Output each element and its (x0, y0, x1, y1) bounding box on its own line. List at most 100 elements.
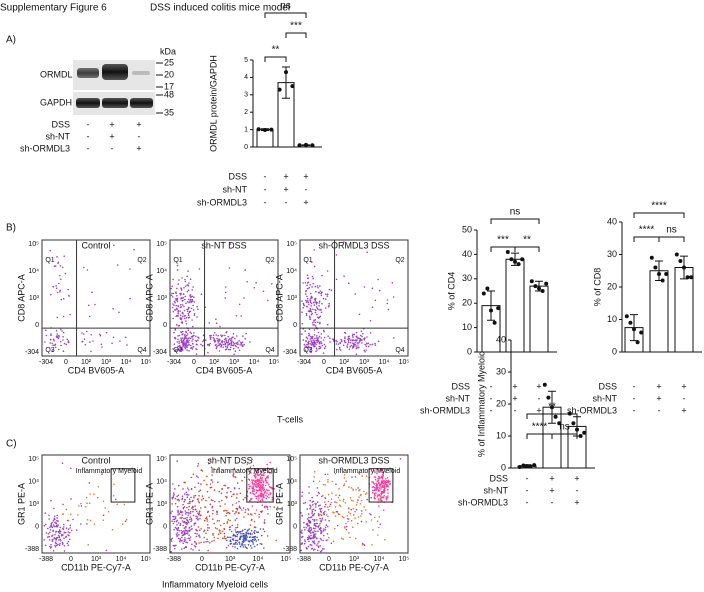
event-dot (51, 526, 54, 529)
event-dot (315, 522, 318, 525)
event-dot (254, 538, 256, 540)
significance-label: ns (559, 422, 570, 433)
event-dot (253, 539, 255, 541)
event-dot (347, 520, 349, 523)
event-dot (172, 483, 174, 485)
flow-y-tick: 0 (35, 322, 39, 329)
event-dot (357, 516, 360, 518)
event-dot (356, 339, 358, 341)
condition-mark: - (305, 184, 308, 194)
event-dot (248, 485, 251, 488)
event-dot (263, 469, 266, 471)
event-dot (185, 340, 188, 343)
event-dot (193, 301, 195, 303)
event-dot (254, 529, 256, 532)
event-dot (373, 496, 376, 498)
event-dot (333, 512, 335, 514)
event-dot (335, 278, 338, 281)
event-dot (363, 490, 365, 493)
event-dot (197, 465, 199, 467)
event-dot (185, 527, 187, 529)
event-dot (58, 336, 60, 338)
event-dot (256, 483, 258, 485)
significance-label: **** (532, 422, 548, 433)
event-dot (252, 492, 254, 495)
event-dot (219, 505, 221, 507)
event-dot (184, 343, 186, 345)
event-dot (86, 269, 89, 271)
event-dot (189, 337, 192, 340)
condition-mark: - (490, 381, 493, 391)
event-dot (177, 522, 180, 524)
event-dot (311, 261, 313, 264)
data-point (263, 127, 267, 132)
condition-mark: - (633, 393, 636, 403)
event-dot (353, 333, 356, 336)
event-dot (220, 457, 223, 459)
condition-label: sh-NT (484, 485, 509, 495)
event-dot (337, 513, 340, 516)
event-dot (51, 534, 54, 537)
event-dot (235, 531, 237, 533)
event-dot (347, 518, 350, 520)
event-dot (358, 473, 361, 475)
event-dot (177, 310, 179, 313)
event-dot (88, 482, 91, 484)
event-dot (51, 350, 54, 352)
event-dot (62, 503, 64, 506)
event-dot (230, 343, 233, 345)
event-dot (314, 325, 317, 327)
event-dot (312, 321, 314, 324)
event-dot (188, 505, 190, 508)
event-dot (355, 331, 358, 334)
event-dot (308, 332, 310, 335)
event-dot (306, 274, 309, 277)
event-dot (104, 507, 106, 509)
event-dot (186, 519, 189, 522)
event-dot (56, 517, 58, 519)
event-dot (309, 520, 312, 523)
event-dot (303, 542, 306, 545)
y-axis-label: ORMDL protein/GAPDH (208, 55, 218, 152)
event-dot (198, 490, 200, 493)
event-dot (180, 341, 183, 344)
flow-x-tick: 10⁴ (116, 556, 127, 563)
event-dot (204, 506, 206, 508)
event-dot (271, 283, 273, 285)
event-dot (226, 512, 228, 515)
event-dot (307, 346, 310, 349)
event-dot (319, 545, 322, 547)
event-dot (320, 340, 322, 343)
event-dot (381, 477, 384, 480)
event-dot (227, 335, 229, 338)
event-dot (360, 515, 362, 517)
event-dot (231, 344, 234, 347)
event-dot (199, 517, 201, 520)
event-dot (344, 527, 346, 529)
event-dot (197, 513, 200, 516)
event-dot (314, 319, 317, 321)
event-dot (183, 287, 185, 289)
event-dot (360, 330, 363, 333)
event-dot (387, 495, 389, 497)
event-dot (54, 521, 57, 524)
event-dot (323, 528, 325, 530)
gate-label: Inflammatory Myeloid (211, 468, 278, 475)
event-dot (386, 299, 389, 301)
significance-bracket (658, 236, 685, 242)
event-dot (346, 346, 349, 349)
significance-bracket (490, 218, 540, 224)
event-dot (52, 285, 54, 288)
flow-x-tick: 10⁴ (121, 359, 132, 366)
event-dot (70, 513, 72, 515)
event-dot (112, 336, 115, 339)
event-dot (349, 513, 352, 515)
event-dot (327, 478, 329, 481)
event-dot (356, 501, 359, 504)
event-dot (249, 500, 251, 502)
data-point (653, 265, 658, 270)
event-dot (250, 519, 253, 522)
event-dot (257, 539, 260, 541)
event-dot (317, 530, 319, 533)
event-dot (361, 542, 364, 545)
